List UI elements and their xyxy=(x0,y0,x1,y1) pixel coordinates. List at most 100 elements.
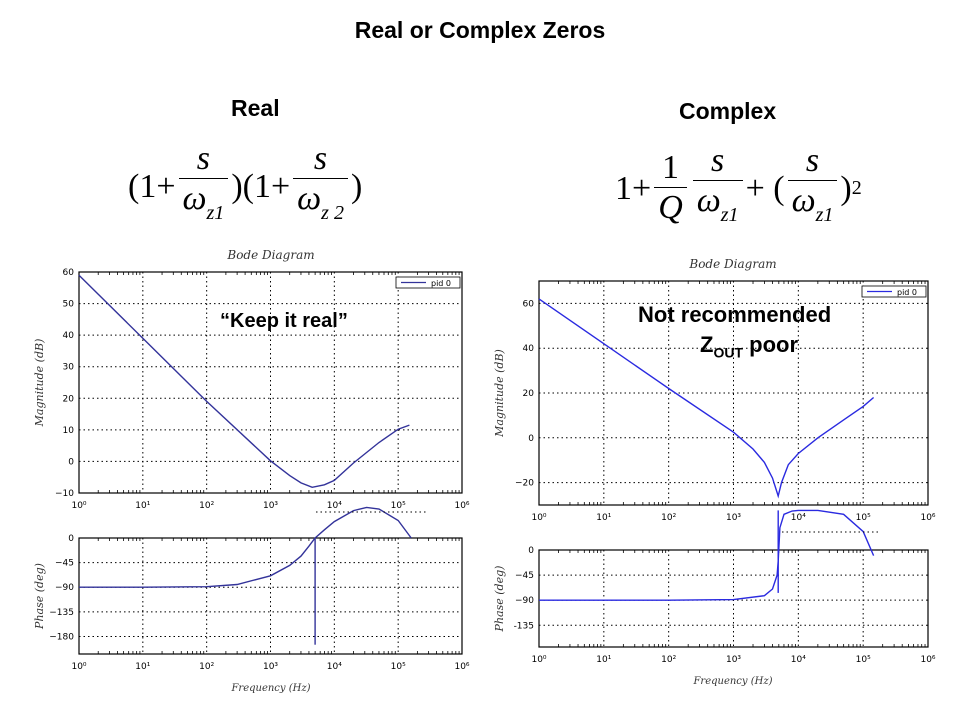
denominator: Q xyxy=(654,187,687,228)
phase-series-line xyxy=(79,506,412,588)
y-tick-label: 40 xyxy=(523,344,535,354)
numerator: s xyxy=(711,142,725,179)
x-tick-label: 10¹ xyxy=(596,655,611,665)
chart-title: Bode Diagram xyxy=(226,248,314,262)
eq-power: 2 xyxy=(851,177,862,199)
x-tick-label: 10⁵ xyxy=(391,662,406,672)
eq-close: ) xyxy=(840,169,852,207)
x-tick-label: 10⁵ xyxy=(391,501,406,511)
numerator: 1 xyxy=(661,149,679,186)
axes-frame xyxy=(78,537,463,655)
magnitude-series-line xyxy=(78,274,410,489)
phase-panel: 0 −45 −90 -135 10⁰ 10¹ 10² 10³ 10⁴ 10⁵ 10⁶ Phase (d… xyxy=(493,509,936,665)
not-recommended-annotation: Not recommended xyxy=(638,302,832,327)
real-heading: Real xyxy=(231,95,280,121)
x-tick-label: 10⁴ xyxy=(791,655,806,665)
omega: ω xyxy=(791,182,816,219)
chart-title: Bode Diagram xyxy=(688,257,776,271)
subscript: z1 xyxy=(815,204,834,226)
zout-poor-annotation: ZOUT poor xyxy=(700,332,798,360)
x-tick-label: 10⁵ xyxy=(856,655,871,665)
subscript: z 2 xyxy=(321,202,344,224)
y-tick-label: 0 xyxy=(68,534,74,544)
phase-axis-label: Phase (deg) xyxy=(33,563,46,630)
axes-frame xyxy=(78,271,463,494)
phase-panel: 0 −45 −90 −135 −180 10⁰ 10¹ 10² 10³ 10⁴ 10⁵ 10⁶ Phas… xyxy=(33,506,470,672)
poor-text: poor xyxy=(743,332,799,357)
magnitude-axis-label: Magnitude (dB) xyxy=(33,339,46,428)
x-tick-label: 10⁰ xyxy=(71,662,86,672)
eq-plus-paren: + ( xyxy=(745,169,785,207)
z-letter: Z xyxy=(700,332,714,357)
x-tick-label: 10³ xyxy=(263,662,278,672)
x-axis-label: Frequency (Hz) xyxy=(230,683,310,694)
y-tick-label: −90 xyxy=(55,583,74,593)
magnitude-panel: 60 50 40 30 20 10 0 −10 10⁰ 10¹ 10² 10³ 10⁴ 10⁵ 10⁶ Mag… xyxy=(33,268,470,511)
legend-box xyxy=(395,276,461,289)
x-tick-label: 10¹ xyxy=(596,513,611,523)
x-tick-label: 10² xyxy=(199,501,214,511)
keep-it-real-annotation: “Keep it real” xyxy=(220,310,348,332)
axes-frame xyxy=(538,280,929,506)
complex-zeros-equation: 1+ 1 Q s ωz1 + ( s ωz1 ) 2 xyxy=(615,142,862,235)
x-tick-label: 10⁶ xyxy=(454,501,469,511)
phase-axis-label: Phase (deg) xyxy=(493,566,506,633)
eq-close: ) xyxy=(350,167,363,205)
real-zeros-equation: (1+ s ωz1 )(1+ s ωz 2 ) xyxy=(128,140,362,233)
x-tick-label: 10³ xyxy=(726,655,741,665)
x-tick-label: 10⁶ xyxy=(920,655,935,665)
y-tick-label: −180 xyxy=(49,632,74,642)
y-tick-label: −90 xyxy=(515,596,534,606)
x-tick-label: 10¹ xyxy=(135,662,150,672)
x-tick-label: 10⁶ xyxy=(454,662,469,672)
fraction-s-over-wz1-squared: s ωz1 xyxy=(787,142,838,235)
numerator: s xyxy=(196,140,211,177)
x-tick-label: 10² xyxy=(199,662,214,672)
y-tick-label: -135 xyxy=(514,621,534,631)
subscript: z1 xyxy=(720,204,739,226)
magnitude-series-line xyxy=(538,298,875,499)
omega: ω xyxy=(297,180,322,217)
y-tick-label: −45 xyxy=(55,559,74,569)
numerator: s xyxy=(805,142,820,179)
axes-frame xyxy=(538,549,929,648)
out-subscript: OUT xyxy=(713,344,744,361)
legend-entry: pid 0 xyxy=(431,279,451,288)
y-tick-label: −135 xyxy=(49,608,74,618)
y-tick-label: 20 xyxy=(523,389,535,399)
slide-title: Real or Complex Zeros xyxy=(354,17,606,43)
magnitude-panel: 60 40 20 0 −20 10⁰ 10¹ 10² 10³ 10⁴ 10⁵ 10⁶ Magnitude… xyxy=(493,280,936,523)
fraction-s-over-wz1: s ωz1 xyxy=(692,142,743,235)
numerator: s xyxy=(313,140,328,177)
x-tick-label: 10⁴ xyxy=(327,501,342,511)
x-tick-label: 10³ xyxy=(726,513,741,523)
x-tick-label: 10² xyxy=(661,655,676,665)
legend: pid 0 xyxy=(861,285,927,298)
x-tick-label: 10⁰ xyxy=(71,501,86,511)
magnitude-axis-label: Magnitude (dB) xyxy=(493,349,506,438)
y-tick-label: −10 xyxy=(55,489,74,499)
x-tick-label: 10² xyxy=(661,513,676,523)
x-axis-label: Frequency (Hz) xyxy=(692,676,772,687)
x-tick-label: 10⁰ xyxy=(531,513,546,523)
y-tick-label: 60 xyxy=(523,299,535,309)
eq-mid: )(1+ xyxy=(231,167,291,205)
x-tick-label: 10³ xyxy=(263,501,278,511)
y-tick-label: 0 xyxy=(528,546,534,556)
legend: pid 0 xyxy=(395,276,461,289)
y-tick-label: 30 xyxy=(63,363,75,373)
y-tick-label: −45 xyxy=(515,571,534,581)
legend-entry: pid 0 xyxy=(897,288,917,297)
omega: ω xyxy=(182,180,207,217)
y-tick-label: 40 xyxy=(63,331,75,341)
x-tick-label: 10⁶ xyxy=(920,513,935,523)
y-tick-label: 10 xyxy=(63,426,75,436)
y-tick-label: 50 xyxy=(63,300,75,310)
y-tick-label: 60 xyxy=(63,268,75,278)
phase-series-line xyxy=(539,509,875,601)
fraction-s-over-wz1: s ωz1 xyxy=(178,140,229,233)
eq-one-plus: 1+ xyxy=(615,169,652,207)
eq-open: (1+ xyxy=(128,167,176,205)
y-tick-label: 20 xyxy=(63,394,75,404)
